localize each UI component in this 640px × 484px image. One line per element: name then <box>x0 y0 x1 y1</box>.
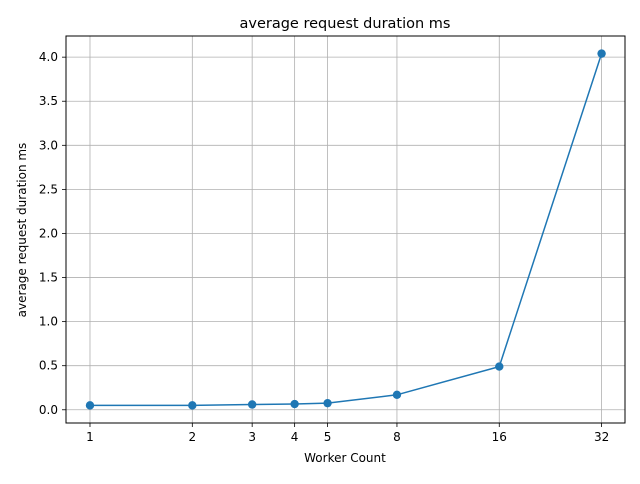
y-tick-label: 2.0 <box>39 226 58 240</box>
data-point <box>323 398 332 408</box>
grid <box>66 36 625 423</box>
plot-frame <box>65 35 626 424</box>
y-tick-label: 0.5 <box>39 359 58 373</box>
data-point <box>85 401 95 410</box>
data-point <box>188 401 197 410</box>
y-axis-label: average request duration ms <box>15 143 29 318</box>
y-tick-label: 3.5 <box>39 94 58 108</box>
y-tick-label: 1.0 <box>39 315 58 329</box>
y-tick-label: 4.0 <box>39 50 58 64</box>
ticks: 1 2 3 4 5 8 16 32 0.0 0.5 1.0 1.5 2.0 2.5 3.0 3.5 4.0 <box>39 50 609 444</box>
y-tick-label: 0.0 <box>39 403 58 417</box>
data-point <box>290 399 299 409</box>
x-tick-label: 4 <box>291 430 299 444</box>
data-point <box>392 390 402 399</box>
x-tick-label: 1 <box>86 430 94 444</box>
series-layer <box>85 49 606 410</box>
y-tick-label: 2.5 <box>39 182 58 196</box>
x-tick-label: 3 <box>248 430 256 444</box>
x-tick-label: 5 <box>324 430 332 444</box>
x-tick-label: 2 <box>188 430 196 444</box>
data-point <box>495 362 504 371</box>
x-tick-label: 32 <box>594 430 609 444</box>
series-line <box>89 53 603 407</box>
x-tick-label: 8 <box>393 430 401 444</box>
x-tick-label: 16 <box>492 430 507 444</box>
y-tick-label: 1.5 <box>39 271 58 285</box>
data-point <box>597 49 606 58</box>
chart-title: average request duration ms <box>239 16 450 32</box>
y-tick-label: 3.0 <box>39 138 58 152</box>
x-axis-label: Worker Count <box>304 451 386 465</box>
data-point <box>247 400 257 409</box>
